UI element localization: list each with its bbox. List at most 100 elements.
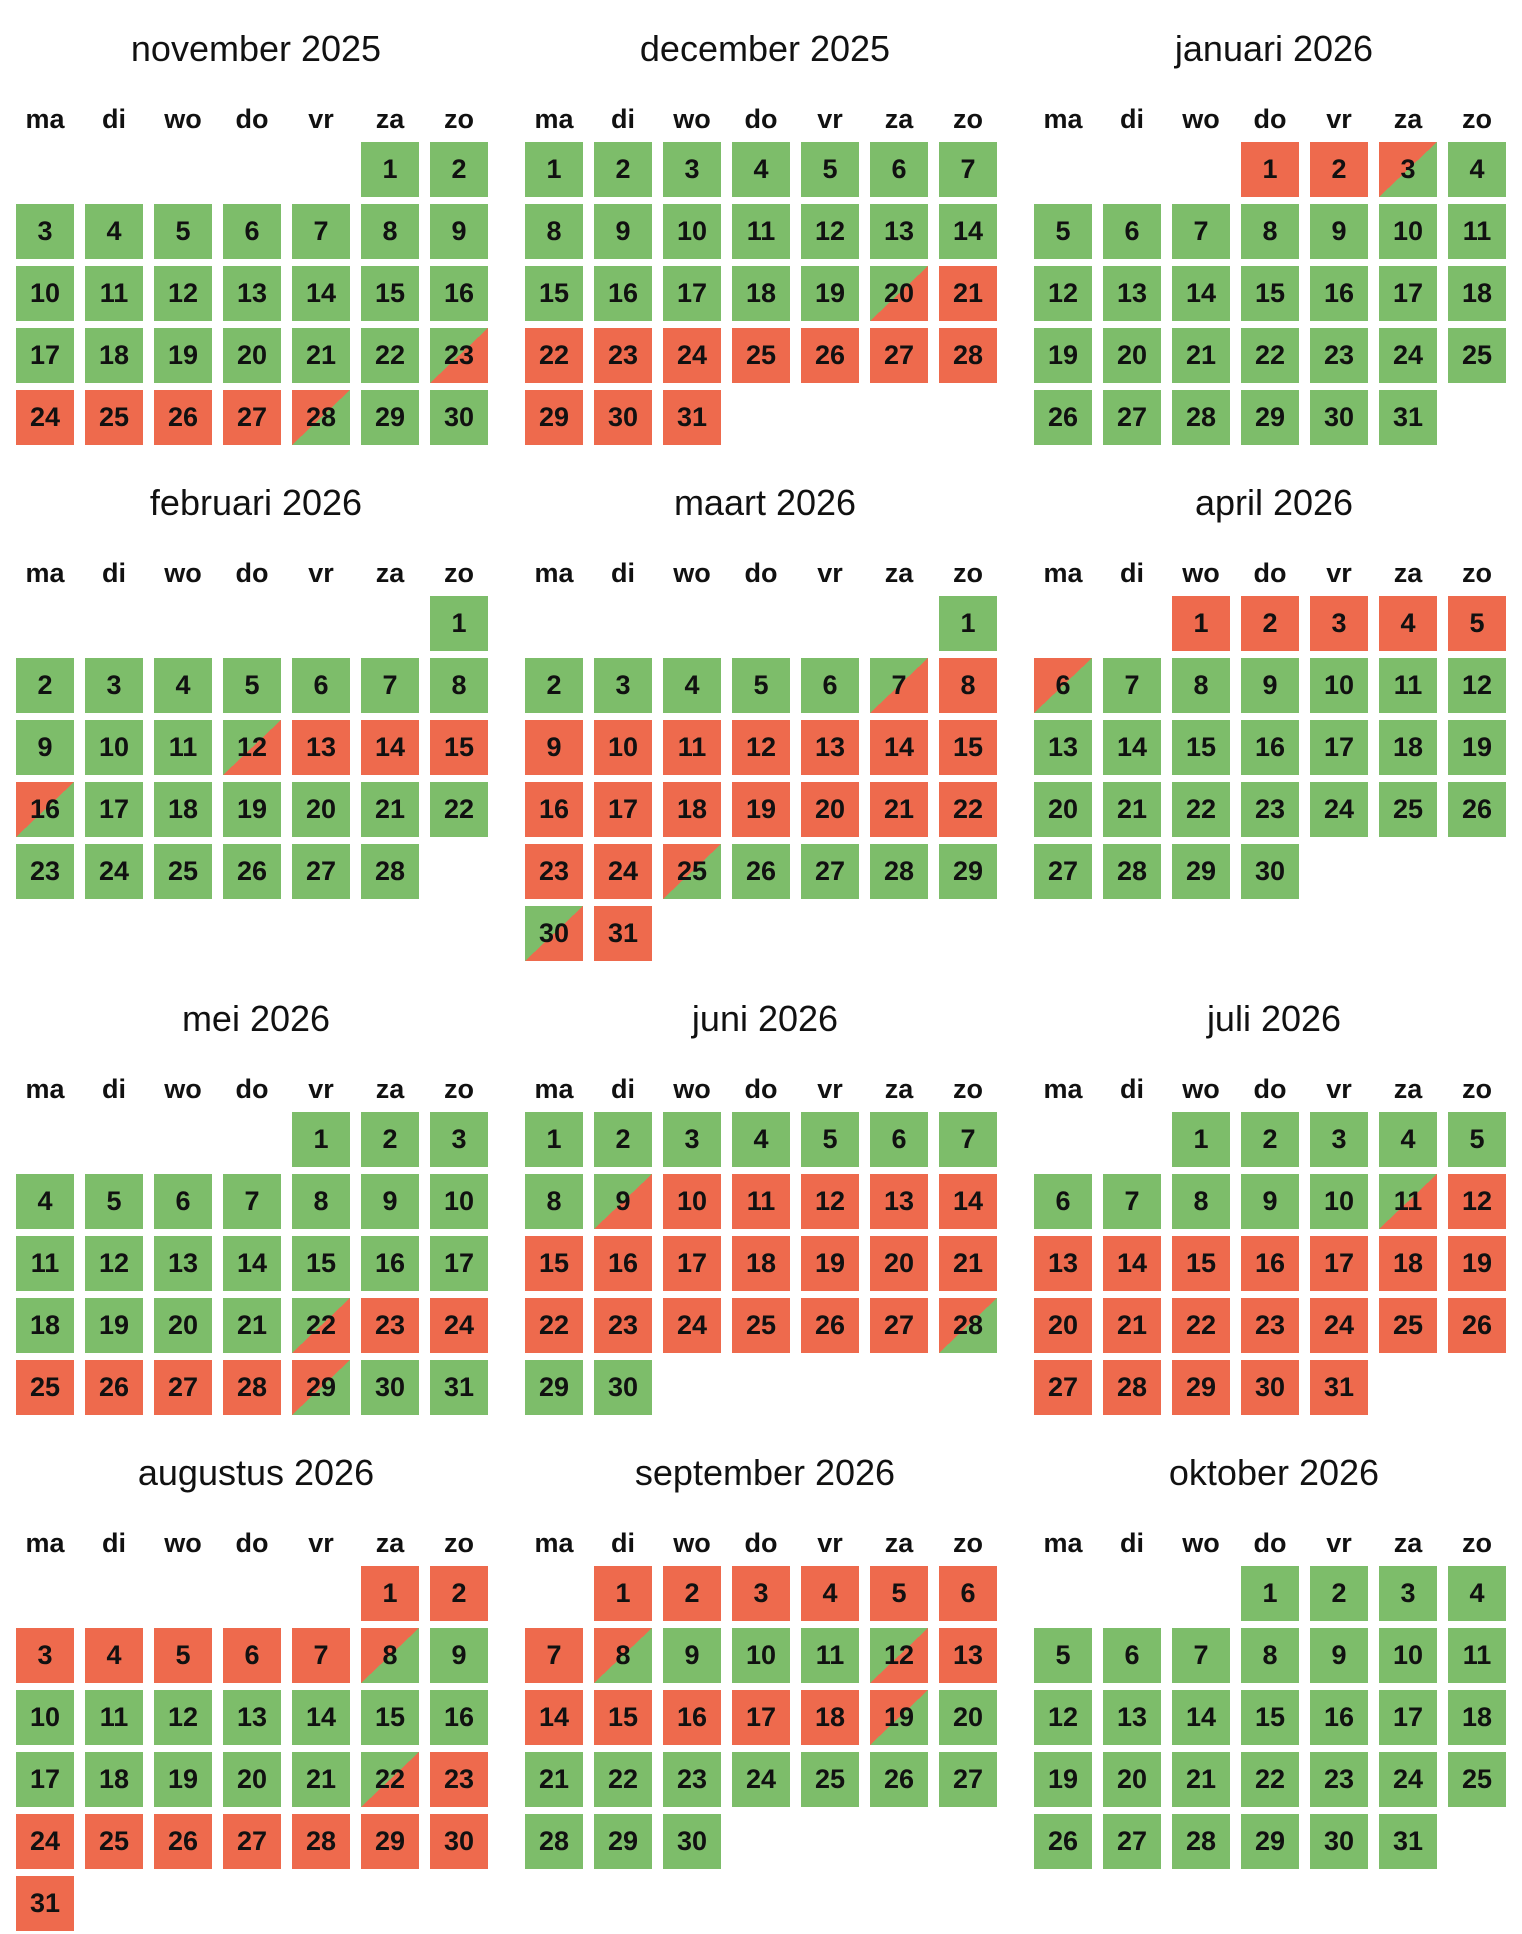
day-cell[interactable]: 1 [525, 142, 583, 197]
day-cell[interactable]: 14 [361, 720, 419, 775]
day-cell[interactable]: 18 [1448, 266, 1506, 321]
day-cell[interactable]: 2 [430, 1566, 488, 1621]
day-cell[interactable]: 15 [361, 1690, 419, 1745]
day-cell[interactable]: 29 [1241, 1814, 1299, 1869]
day-cell[interactable]: 28 [1103, 1360, 1161, 1415]
day-cell[interactable]: 11 [16, 1236, 74, 1291]
day-cell[interactable]: 11 [1379, 658, 1437, 713]
day-cell[interactable]: 30 [594, 390, 652, 445]
day-cell[interactable]: 14 [1103, 720, 1161, 775]
day-cell[interactable]: 8 [1241, 204, 1299, 259]
day-cell[interactable]: 29 [525, 390, 583, 445]
day-cell[interactable]: 11 [154, 720, 212, 775]
day-cell[interactable]: 16 [525, 782, 583, 837]
day-cell[interactable]: 17 [16, 328, 74, 383]
day-cell[interactable]: 15 [1241, 266, 1299, 321]
day-cell[interactable]: 12 [154, 266, 212, 321]
day-cell[interactable]: 6 [292, 658, 350, 713]
day-cell[interactable]: 29 [525, 1360, 583, 1415]
day-cell[interactable]: 20 [1103, 1752, 1161, 1807]
day-cell[interactable]: 29 [1172, 844, 1230, 899]
day-cell[interactable]: 27 [939, 1752, 997, 1807]
day-cell[interactable]: 24 [430, 1298, 488, 1353]
day-cell[interactable]: 9 [1310, 1628, 1368, 1683]
day-cell[interactable]: 8 [1241, 1628, 1299, 1683]
day-cell[interactable]: 7 [525, 1628, 583, 1683]
day-cell[interactable]: 17 [16, 1752, 74, 1807]
day-cell[interactable]: 21 [1172, 1752, 1230, 1807]
day-cell[interactable]: 6 [1034, 658, 1092, 713]
day-cell[interactable]: 27 [1103, 1814, 1161, 1869]
day-cell[interactable]: 27 [870, 1298, 928, 1353]
day-cell[interactable]: 10 [1379, 204, 1437, 259]
day-cell[interactable]: 16 [1310, 266, 1368, 321]
day-cell[interactable]: 14 [223, 1236, 281, 1291]
day-cell[interactable]: 25 [663, 844, 721, 899]
day-cell[interactable]: 20 [1034, 1298, 1092, 1353]
day-cell[interactable]: 8 [1172, 658, 1230, 713]
day-cell[interactable]: 13 [292, 720, 350, 775]
day-cell[interactable]: 25 [801, 1752, 859, 1807]
day-cell[interactable]: 10 [663, 1174, 721, 1229]
day-cell[interactable]: 16 [430, 266, 488, 321]
day-cell[interactable]: 1 [361, 1566, 419, 1621]
day-cell[interactable]: 5 [85, 1174, 143, 1229]
day-cell[interactable]: 9 [430, 204, 488, 259]
day-cell[interactable]: 13 [154, 1236, 212, 1291]
day-cell[interactable]: 24 [732, 1752, 790, 1807]
day-cell[interactable]: 26 [154, 390, 212, 445]
day-cell[interactable]: 21 [939, 266, 997, 321]
day-cell[interactable]: 30 [1241, 844, 1299, 899]
day-cell[interactable]: 1 [525, 1112, 583, 1167]
day-cell[interactable]: 30 [1310, 1814, 1368, 1869]
day-cell[interactable]: 7 [870, 658, 928, 713]
day-cell[interactable]: 17 [594, 782, 652, 837]
day-cell[interactable]: 1 [292, 1112, 350, 1167]
day-cell[interactable]: 17 [663, 266, 721, 321]
day-cell[interactable]: 31 [594, 906, 652, 961]
day-cell[interactable]: 2 [16, 658, 74, 713]
day-cell[interactable]: 4 [1448, 142, 1506, 197]
day-cell[interactable]: 8 [430, 658, 488, 713]
day-cell[interactable]: 24 [1379, 1752, 1437, 1807]
day-cell[interactable]: 23 [525, 844, 583, 899]
day-cell[interactable]: 3 [16, 1628, 74, 1683]
day-cell[interactable]: 19 [1034, 1752, 1092, 1807]
day-cell[interactable]: 13 [870, 204, 928, 259]
day-cell[interactable]: 19 [1448, 1236, 1506, 1291]
day-cell[interactable]: 12 [1448, 1174, 1506, 1229]
day-cell[interactable]: 26 [154, 1814, 212, 1869]
day-cell[interactable]: 5 [1448, 596, 1506, 651]
day-cell[interactable]: 2 [594, 142, 652, 197]
day-cell[interactable]: 22 [361, 328, 419, 383]
day-cell[interactable]: 10 [594, 720, 652, 775]
day-cell[interactable]: 22 [1241, 1752, 1299, 1807]
day-cell[interactable]: 22 [525, 328, 583, 383]
day-cell[interactable]: 27 [1034, 1360, 1092, 1415]
day-cell[interactable]: 29 [594, 1814, 652, 1869]
day-cell[interactable]: 11 [732, 204, 790, 259]
day-cell[interactable]: 27 [292, 844, 350, 899]
day-cell[interactable]: 2 [361, 1112, 419, 1167]
day-cell[interactable]: 11 [1448, 1628, 1506, 1683]
day-cell[interactable]: 4 [85, 204, 143, 259]
day-cell[interactable]: 14 [525, 1690, 583, 1745]
day-cell[interactable]: 15 [525, 1236, 583, 1291]
day-cell[interactable]: 29 [939, 844, 997, 899]
day-cell[interactable]: 26 [1448, 782, 1506, 837]
day-cell[interactable]: 21 [361, 782, 419, 837]
day-cell[interactable]: 12 [1034, 266, 1092, 321]
day-cell[interactable]: 15 [594, 1690, 652, 1745]
day-cell[interactable]: 2 [430, 142, 488, 197]
day-cell[interactable]: 13 [1103, 266, 1161, 321]
day-cell[interactable]: 14 [1172, 266, 1230, 321]
day-cell[interactable]: 26 [1034, 390, 1092, 445]
day-cell[interactable]: 24 [16, 1814, 74, 1869]
day-cell[interactable]: 20 [292, 782, 350, 837]
day-cell[interactable]: 19 [1448, 720, 1506, 775]
day-cell[interactable]: 8 [361, 1628, 419, 1683]
day-cell[interactable]: 29 [361, 390, 419, 445]
day-cell[interactable]: 14 [1172, 1690, 1230, 1745]
day-cell[interactable]: 9 [1310, 204, 1368, 259]
day-cell[interactable]: 27 [870, 328, 928, 383]
